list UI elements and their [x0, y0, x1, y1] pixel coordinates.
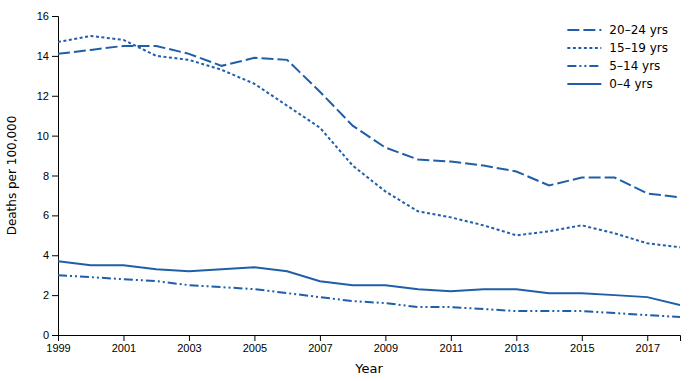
tick-label: 6: [43, 209, 49, 221]
legend-item: 5–14 yrs: [567, 59, 660, 73]
tick-label: 14: [37, 50, 49, 62]
tick-mark: [52, 295, 58, 296]
plot: 1999 2001 2003 2005 2007 2009 2011 2013 2015 2017…: [37, 10, 681, 354]
tick: 6: [43, 209, 58, 221]
tick-label: 2005: [243, 342, 267, 354]
tick-mark: [52, 215, 58, 216]
tick-mark: [123, 335, 124, 341]
tick: 14: [37, 50, 58, 62]
tick: 10: [37, 130, 58, 142]
series-line: [58, 46, 680, 198]
legend-label: 0–4 yrs: [609, 77, 652, 91]
tick: 2003: [177, 335, 201, 354]
tick-label: 2007: [308, 342, 332, 354]
tick-mark: [52, 96, 58, 97]
tick-label: 2015: [570, 342, 594, 354]
tick-mark: [52, 335, 58, 336]
tick-mark: [52, 176, 58, 177]
legend-swatch: [567, 83, 601, 85]
y-axis-title: Deaths per 100,000: [5, 116, 19, 236]
legend-item: 20–24 yrs: [567, 23, 668, 37]
tick-label: 16: [37, 10, 49, 22]
lines: [58, 36, 680, 317]
tick-label: 10: [37, 130, 49, 142]
tick: 2013: [505, 335, 529, 354]
tick-label: 2017: [636, 342, 660, 354]
tick-label: 2001: [112, 342, 136, 354]
legend-swatch: [567, 29, 601, 31]
tick-label: 1999: [46, 342, 70, 354]
tick-mark: [189, 335, 190, 341]
legend-label: 5–14 yrs: [609, 59, 660, 73]
legend-item: 0–4 yrs: [567, 77, 652, 91]
tick: 2007: [308, 335, 332, 354]
series-line: [58, 36, 680, 247]
tick-mark: [516, 335, 517, 341]
tick: 2: [43, 289, 58, 301]
tick: 2001: [112, 335, 136, 354]
tick-label: 0: [43, 329, 49, 341]
tick: 2005: [243, 335, 267, 354]
tick: 2009: [374, 335, 398, 354]
tick: 2017: [636, 335, 660, 354]
tick: 2011: [440, 335, 464, 354]
tick-mark: [320, 335, 321, 341]
x-axis: 1999 2001 2003 2005 2007 2009 2011 2013 2015 2017: [46, 335, 680, 354]
tick-mark: [582, 335, 583, 341]
tick: 4: [43, 249, 58, 261]
tick-label: 2: [43, 289, 49, 301]
legend-label: 20–24 yrs: [609, 23, 668, 37]
tick-label: 2011: [440, 342, 464, 354]
tick-label: 2003: [177, 342, 201, 354]
series-line: [58, 275, 680, 317]
tick-mark: [451, 335, 452, 341]
legend-swatch: [567, 65, 601, 67]
legend-label: 15–19 yrs: [609, 41, 668, 55]
legend-item: 15–19 yrs: [567, 41, 668, 55]
tick: 2015: [570, 335, 594, 354]
tick-label: 12: [37, 90, 49, 102]
series-line: [58, 261, 680, 305]
axis-line: [59, 336, 681, 342]
tick-mark: [647, 335, 648, 341]
tick: 8: [43, 170, 58, 182]
tick-mark: [52, 136, 58, 137]
tick: 1999: [46, 335, 70, 354]
tick-mark: [254, 335, 255, 341]
tick-label: 8: [43, 170, 49, 182]
tick-label: 2013: [505, 342, 529, 354]
tick-label: 4: [43, 249, 49, 261]
y-axis: 0 2 4 6 8 10 12 14 16: [37, 10, 59, 341]
tick: 12: [37, 90, 58, 102]
tick: 0: [43, 329, 58, 341]
axis-line: [52, 17, 59, 336]
tick: 16: [37, 10, 58, 22]
tick-mark: [52, 255, 58, 256]
tick-mark: [52, 16, 58, 17]
legend: 20–24 yrs 15–19 yrs 5–14 yrs 0–4 yrs: [567, 23, 668, 91]
x-axis-title: Year: [354, 361, 383, 376]
chart: 1999 2001 2003 2005 2007 2009 2011 2013 2015 2017…: [0, 0, 700, 381]
tick-mark: [52, 56, 58, 57]
tick-label: 2009: [374, 342, 398, 354]
tick-mark: [385, 335, 386, 341]
legend-swatch: [567, 47, 601, 49]
